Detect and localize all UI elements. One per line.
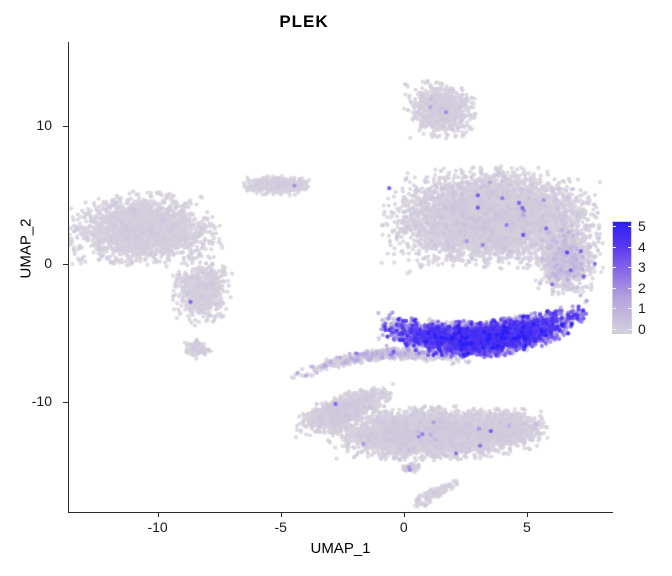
colorbar-tick-mark — [612, 329, 616, 330]
colorbar-tick-mark — [628, 267, 632, 269]
x-tick-mark — [526, 512, 528, 517]
colorbar-tick-label: 3 — [638, 259, 646, 276]
y-tick-label: 10 — [36, 117, 52, 134]
x-tick-label: 5 — [522, 519, 531, 535]
colorbar-tick-mark — [612, 226, 616, 227]
colorbar-legend: 5 4 3 2 1 0 — [612, 218, 672, 339]
colorbar-tick-mark — [612, 287, 616, 289]
colorbar-tick-label: 0 — [638, 321, 646, 337]
colorbar-tick-mark — [628, 226, 632, 227]
y-axis-title: UMAP_2 — [17, 218, 35, 279]
scatter-points-layer — [69, 42, 613, 512]
colorbar-tick-label: 5 — [638, 218, 646, 234]
plot-area — [69, 42, 613, 512]
y-tick-mark — [63, 126, 68, 128]
y-tick-label: 0 — [44, 254, 52, 271]
y-axis-line — [68, 42, 69, 512]
colorbar-tick-mark — [612, 308, 616, 310]
colorbar-tick-mark — [628, 329, 632, 330]
colorbar-tick-label: 2 — [638, 279, 646, 296]
colorbar-tick-label: 4 — [638, 238, 646, 255]
colorbar-tick-label: 1 — [638, 300, 646, 317]
colorbar-tick-mark — [612, 246, 616, 248]
y-tick-label: -10 — [31, 392, 52, 409]
x-tick-mark — [157, 512, 159, 517]
x-tick-mark — [403, 512, 405, 517]
y-tick-mark — [63, 401, 68, 403]
y-tick-mark — [63, 263, 68, 265]
page-title: PLEK — [279, 12, 329, 31]
colorbar-tick-mark — [612, 267, 616, 269]
x-axis-title: UMAP_1 — [310, 540, 371, 557]
colorbar-tick-mark — [628, 246, 632, 248]
x-tick-label: 0 — [399, 519, 408, 535]
x-tick-label: -5 — [274, 519, 287, 535]
colorbar-tick-mark — [628, 308, 632, 310]
colorbar-gradient — [612, 221, 632, 334]
x-tick-mark — [280, 512, 282, 517]
x-tick-label: -10 — [147, 519, 168, 535]
x-axis-line — [68, 512, 613, 513]
colorbar-tick-mark — [628, 287, 632, 289]
